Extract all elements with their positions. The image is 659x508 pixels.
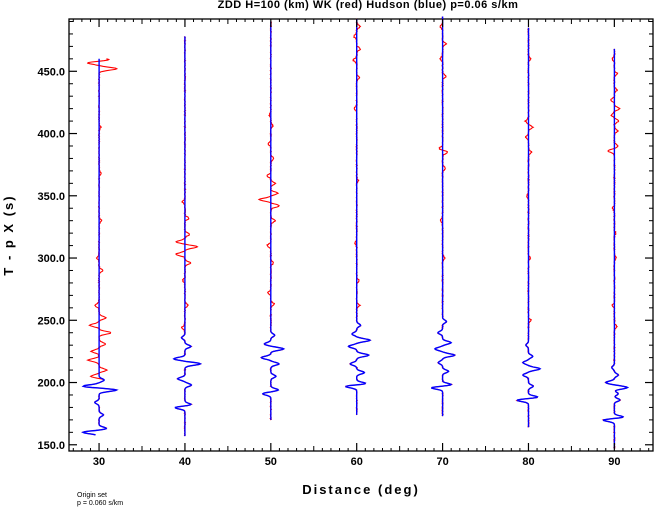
hudson-blue-trace xyxy=(430,16,456,417)
y-tick-label: 400.0 xyxy=(37,129,65,141)
traces-layer xyxy=(81,16,630,449)
y-tick-label: 300.0 xyxy=(37,253,65,265)
x-tick-label: 40 xyxy=(179,456,191,468)
wk-red-trace xyxy=(81,58,119,436)
x-tick-label: 30 xyxy=(93,456,105,468)
footnote-line-1: Origin set xyxy=(77,492,107,499)
footnote-line-2: p = 0.060 s/km xyxy=(77,500,123,507)
x-tick-label: 80 xyxy=(522,456,534,468)
trace-40 xyxy=(172,36,203,437)
y-tick-label: 350.0 xyxy=(37,191,65,203)
trace-30 xyxy=(81,58,119,436)
x-tick-label: 60 xyxy=(351,456,363,468)
x-tick-label: 50 xyxy=(265,456,277,468)
hudson-blue-trace xyxy=(172,36,203,437)
plot-frame xyxy=(68,18,654,452)
hudson-blue-trace xyxy=(260,21,286,420)
hudson-blue-trace xyxy=(516,27,542,428)
x-tick-label: 90 xyxy=(608,456,620,468)
trace-50 xyxy=(257,21,286,421)
y-tick-label: 450.0 xyxy=(37,66,65,78)
y-tick-label: 250.0 xyxy=(37,315,65,327)
hudson-blue-trace xyxy=(345,19,372,415)
wk-red-trace xyxy=(173,36,202,437)
trace-80 xyxy=(515,27,542,428)
hudson-blue-trace xyxy=(81,58,119,436)
y-tick-label: 200.0 xyxy=(37,378,65,390)
trace-60 xyxy=(344,18,372,416)
x-axis-label: Distance (deg) xyxy=(302,482,420,497)
x-tick-label: 70 xyxy=(436,456,448,468)
trace-70 xyxy=(430,16,457,417)
y-axis-label: T - p X (s) xyxy=(1,194,16,275)
axes-layer: 30 40 50 60 70 80 90 150.0 200.0 250.0 300.0 350.0 4… xyxy=(37,19,653,468)
y-tick-label: 150.0 xyxy=(37,440,65,452)
chart-title: ZDD H=100 (km) WK (red) Hudson (blue) p=… xyxy=(218,0,519,11)
hudson-blue-trace xyxy=(602,48,630,449)
trace-90 xyxy=(601,48,630,449)
